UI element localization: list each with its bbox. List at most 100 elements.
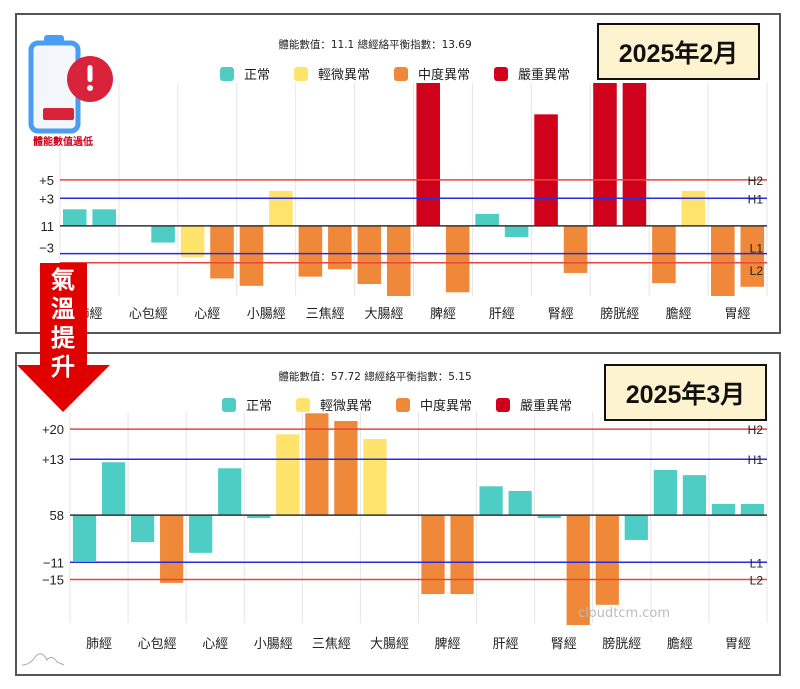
- x-tick-label: 三焦經: [312, 637, 351, 652]
- bar-大腸經: [363, 439, 387, 516]
- legend-item-severe[interactable]: 嚴重異常: [496, 395, 572, 414]
- legend-march: 正常 輕微異常 中度異常 嚴重異常: [222, 395, 596, 414]
- bar-肝經: [475, 213, 499, 226]
- x-tick-label: 心包經: [138, 637, 177, 652]
- x-tick-label: 膀胱經: [600, 306, 639, 322]
- legend-item-normal[interactable]: 正常: [220, 64, 270, 83]
- legend-item-normal[interactable]: 正常: [222, 395, 272, 414]
- legend-label: 正常: [244, 68, 271, 83]
- legend-item-severe[interactable]: 嚴重異常: [494, 64, 570, 83]
- legend-label: 輕微異常: [318, 68, 371, 83]
- legend-swatch-severe: [496, 397, 511, 412]
- reference-label-H1: H1: [748, 192, 764, 206]
- bar-三焦經: [334, 421, 358, 516]
- bar-膽經: [681, 190, 706, 226]
- x-tick-label: 肝經: [489, 307, 515, 322]
- legend-item-mild[interactable]: 輕微異常: [296, 395, 372, 414]
- reference-label-H2: H2: [748, 423, 764, 437]
- bar-肝經: [479, 486, 503, 516]
- x-tick-label: 膽經: [667, 637, 693, 652]
- bar-膀胱經: [622, 83, 647, 226]
- bar-大腸經: [357, 225, 382, 285]
- bar-小腸經: [247, 515, 271, 519]
- arrow-char: 氣: [51, 266, 75, 294]
- baseline-label: 58: [50, 508, 64, 523]
- bar-胃經: [711, 503, 736, 516]
- legend-label: 中度異常: [418, 68, 471, 83]
- mountain-logo-icon: [21, 653, 65, 666]
- y-tick-label: −11: [43, 555, 64, 570]
- x-tick-label: 小腸經: [254, 637, 293, 652]
- bar-心經: [189, 515, 213, 553]
- legend-item-mild[interactable]: 輕微異常: [294, 64, 370, 83]
- bar-肺經: [72, 515, 97, 562]
- x-tick-label: 胃經: [725, 637, 751, 652]
- y-tick-label: −15: [42, 572, 64, 587]
- x-tick-label: 腎經: [551, 637, 577, 652]
- arrow-char: 提: [51, 324, 75, 352]
- bar-小腸經: [239, 225, 264, 286]
- bar-腎經: [563, 225, 588, 273]
- reference-label-H2: H2: [748, 174, 764, 188]
- chart-subtitle-february: 體能數值：11.1 總經絡平衡指數：13.69: [278, 39, 472, 51]
- bar-腎經: [566, 515, 590, 625]
- bar-膀胱經: [593, 83, 617, 226]
- bar-脾經: [421, 515, 445, 595]
- reference-label-L2: L2: [750, 573, 764, 587]
- baseline-label: 11: [41, 219, 55, 234]
- legend-label: 正常: [246, 399, 273, 414]
- bar-小腸經: [269, 190, 293, 226]
- y-tick-label: +20: [42, 422, 64, 437]
- bar-心經: [180, 225, 205, 258]
- legend-swatch-moderate: [394, 66, 409, 81]
- bar-脾經: [416, 83, 441, 226]
- arrow-char: 溫: [51, 295, 75, 323]
- bar-胃經: [740, 225, 765, 287]
- x-tick-label: 小腸經: [247, 307, 286, 322]
- bar-肺經: [101, 462, 126, 516]
- x-tick-label: 肝經: [493, 637, 519, 652]
- bar-肝經: [508, 491, 532, 516]
- legend-february: 正常 輕微異常 中度異常 嚴重異常: [220, 64, 594, 83]
- bar-心經: [218, 468, 242, 516]
- legend-swatch-severe: [494, 66, 509, 81]
- bar-三焦經: [328, 225, 352, 270]
- x-tick-label: 膽經: [666, 307, 692, 322]
- x-tick-label: 脾經: [435, 637, 461, 652]
- reference-label-L1: L1: [750, 242, 764, 256]
- bar-心包經: [151, 225, 175, 243]
- bar-大腸經: [386, 225, 411, 296]
- temperature-rise-label: 氣 溫 提 升: [42, 266, 84, 382]
- bar-胃經: [740, 503, 765, 516]
- bar-脾經: [445, 225, 470, 293]
- bar-腎經: [537, 515, 561, 519]
- legend-swatch-moderate: [396, 397, 411, 412]
- down-arrow-icon: [17, 263, 110, 412]
- bar-脾經: [450, 515, 474, 595]
- y-tick-label: +5: [39, 173, 54, 188]
- low-energy-label: 體能數值過低: [33, 137, 93, 148]
- bar-三焦經: [305, 413, 329, 516]
- reference-label-L1: L1: [750, 556, 764, 570]
- legend-label: 嚴重異常: [518, 68, 571, 83]
- legend-item-moderate[interactable]: 中度異常: [396, 395, 472, 414]
- bar-膀胱經: [624, 515, 648, 540]
- bar-三焦經: [298, 225, 323, 277]
- x-tick-label: 脾經: [430, 307, 456, 322]
- x-tick-label: 腎經: [548, 307, 574, 322]
- legend-swatch-normal: [222, 397, 236, 412]
- x-tick-label: 大腸經: [370, 637, 409, 652]
- bar-胃經: [711, 225, 735, 296]
- bar-膽經: [652, 225, 676, 284]
- legend-item-moderate[interactable]: 中度異常: [394, 64, 470, 83]
- legend-label: 中度異常: [420, 399, 473, 414]
- x-tick-label: 三焦經: [306, 307, 345, 322]
- reference-label-L2: L2: [750, 264, 764, 278]
- watermark: cloudtcm.com: [578, 606, 671, 621]
- bar-膽經: [653, 469, 677, 516]
- bar-肝經: [504, 225, 529, 237]
- legend-swatch-mild: [296, 397, 311, 412]
- bar-小腸經: [276, 434, 300, 516]
- x-tick-label: 心經: [202, 637, 228, 652]
